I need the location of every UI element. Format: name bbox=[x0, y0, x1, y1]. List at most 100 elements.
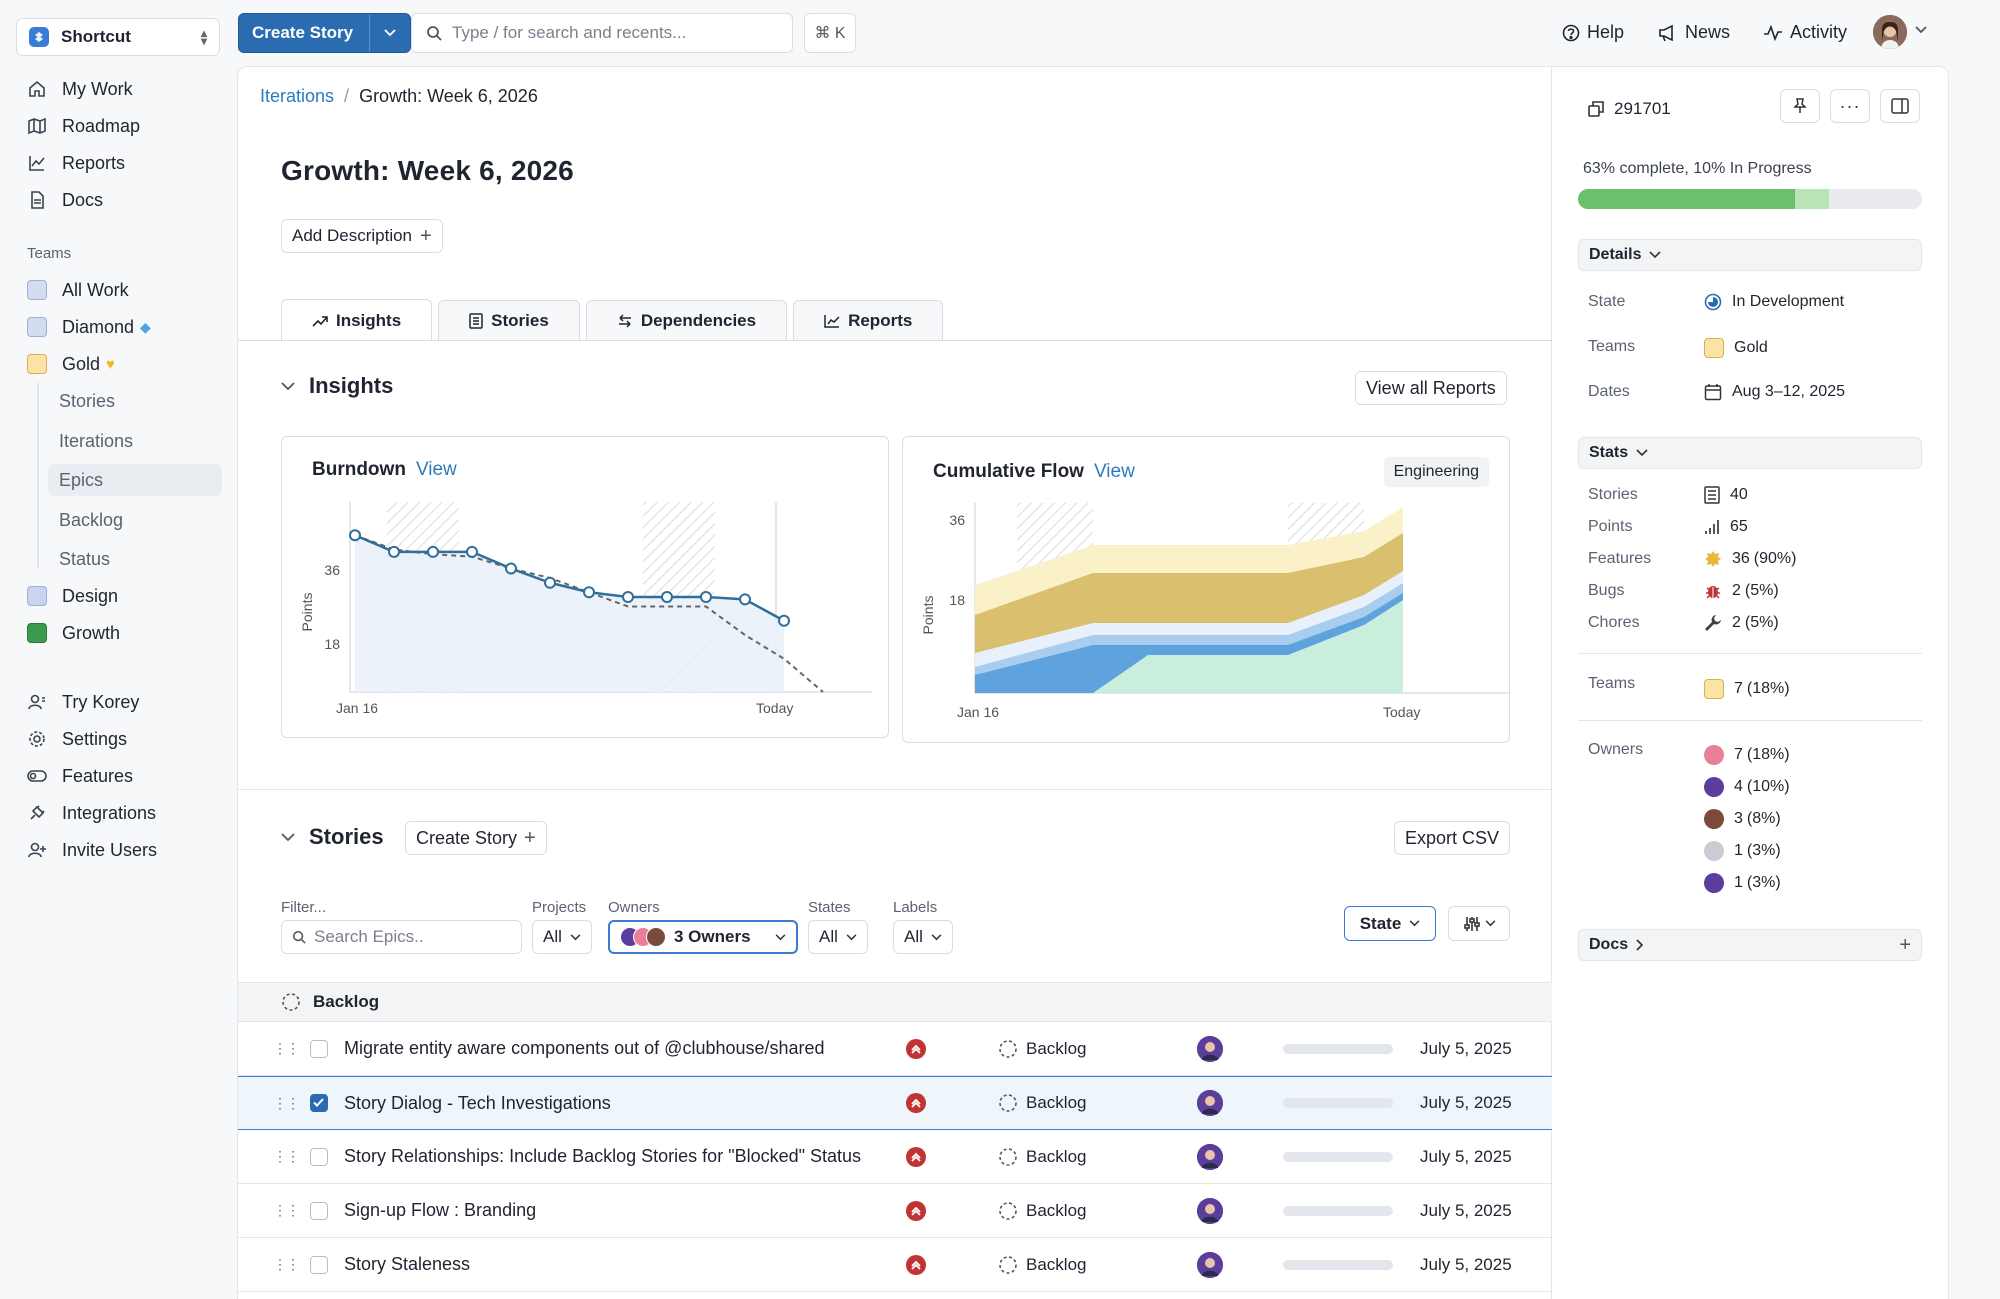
nav-try-korey[interactable]: Try Korey bbox=[16, 686, 222, 718]
search-epics-input[interactable]: Search Epics.. bbox=[281, 920, 522, 954]
stats-section-toggle[interactable]: Stats bbox=[1578, 437, 1922, 469]
story-row[interactable]: ⋮⋮ Story Relationships: Include Backlog S… bbox=[238, 1130, 1553, 1184]
nav-my-work[interactable]: My Work bbox=[16, 73, 222, 105]
owner-stat[interactable]: 1 (3%) bbox=[1704, 873, 1781, 893]
drag-handle-icon[interactable]: ⋮⋮ bbox=[273, 1040, 300, 1056]
avatar[interactable] bbox=[1197, 1143, 1223, 1170]
story-row[interactable]: ⋮⋮ Story Staleness Backlog July 5, 2025 bbox=[238, 1238, 1553, 1292]
nav-gold-stories[interactable]: Stories bbox=[16, 385, 222, 417]
activity-link[interactable]: Activity bbox=[1763, 22, 1847, 43]
nav-team-all-work[interactable]: All Work bbox=[16, 274, 222, 306]
more-options-button[interactable]: ··· bbox=[1830, 89, 1870, 123]
story-name[interactable]: Migrate entity aware components out of @… bbox=[344, 1038, 825, 1058]
toggle-panel-button[interactable] bbox=[1880, 89, 1920, 123]
burndown-point[interactable] bbox=[427, 545, 439, 558]
add-description-button[interactable]: Add Description + bbox=[281, 219, 443, 253]
burndown-point[interactable] bbox=[739, 593, 751, 606]
nav-gold-status[interactable]: Status bbox=[16, 543, 222, 575]
nav-gold-iterations[interactable]: Iterations bbox=[16, 425, 222, 457]
owner-stat[interactable]: 7 (18%) bbox=[1704, 745, 1790, 765]
nav-team-diamond[interactable]: Diamond ◆ bbox=[16, 311, 222, 343]
owner-stat[interactable]: 3 (8%) bbox=[1704, 809, 1781, 829]
avatar[interactable] bbox=[1197, 1251, 1223, 1278]
nav-gold-epics[interactable]: Epics bbox=[48, 464, 222, 496]
nav-team-design[interactable]: Design bbox=[16, 580, 222, 612]
details-section-toggle[interactable]: Details bbox=[1578, 239, 1922, 271]
insights-section-toggle[interactable]: Insights bbox=[281, 373, 393, 399]
news-link[interactable]: News bbox=[1658, 22, 1730, 43]
projects-filter-select[interactable]: All bbox=[532, 920, 592, 954]
docs-section-toggle[interactable]: Docs + bbox=[1578, 929, 1922, 961]
story-row[interactable]: ⋮⋮ Sign-up Flow : Branding Backlog July 5, … bbox=[238, 1184, 1553, 1238]
create-story-inline-button[interactable]: Create Story + bbox=[405, 821, 547, 855]
nav-team-growth[interactable]: Growth bbox=[16, 617, 222, 649]
nav-reports[interactable]: Reports bbox=[16, 147, 222, 179]
drag-handle-icon[interactable]: ⋮⋮ bbox=[273, 1256, 300, 1272]
user-avatar[interactable] bbox=[1873, 15, 1907, 49]
pin-button[interactable] bbox=[1780, 89, 1820, 123]
burndown-view-link[interactable]: View bbox=[415, 459, 457, 480]
burndown-point[interactable] bbox=[661, 591, 673, 603]
row-checkbox[interactable] bbox=[310, 1094, 328, 1112]
burndown-point[interactable] bbox=[388, 545, 400, 558]
row-checkbox[interactable] bbox=[310, 1201, 328, 1220]
stories-section-toggle[interactable]: Stories bbox=[281, 824, 384, 850]
group-by-select[interactable]: State bbox=[1344, 906, 1436, 941]
display-options-button[interactable] bbox=[1448, 906, 1510, 941]
story-state[interactable]: Backlog bbox=[998, 1093, 1086, 1113]
nav-invite-users[interactable]: Invite Users bbox=[16, 834, 222, 866]
story-name[interactable]: Story Relationships: Include Backlog Sto… bbox=[344, 1146, 862, 1166]
tab-insights[interactable]: Insights bbox=[281, 299, 433, 341]
owner-stat[interactable]: 1 (3%) bbox=[1704, 841, 1781, 861]
nav-docs[interactable]: Docs bbox=[16, 184, 222, 216]
burndown-point[interactable] bbox=[583, 586, 595, 599]
avatar[interactable] bbox=[1197, 1090, 1223, 1116]
row-checkbox[interactable] bbox=[310, 1147, 328, 1166]
nav-features[interactable]: Features bbox=[16, 760, 222, 792]
view-all-reports-button[interactable]: View all Reports bbox=[1355, 371, 1507, 405]
cumulative-flow-view-link[interactable]: View bbox=[1093, 461, 1135, 482]
owner-stat[interactable]: 4 (10%) bbox=[1704, 777, 1790, 797]
story-row[interactable]: ⋮⋮ Migrate entity aware components out of… bbox=[238, 1022, 1553, 1076]
burndown-point[interactable] bbox=[349, 529, 361, 542]
burndown-point[interactable] bbox=[778, 614, 790, 627]
group-header-backlog[interactable]: Backlog bbox=[238, 982, 1553, 1022]
avatar[interactable] bbox=[1197, 1035, 1223, 1062]
command-shortcut[interactable]: ⌘ K bbox=[804, 13, 856, 53]
story-state[interactable]: Backlog bbox=[998, 1039, 1086, 1059]
story-name[interactable]: Story Dialog - Tech Investigations bbox=[344, 1092, 611, 1113]
nav-roadmap[interactable]: Roadmap bbox=[16, 110, 222, 142]
nav-gold-backlog[interactable]: Backlog bbox=[16, 504, 222, 536]
teams-value[interactable]: Gold bbox=[1704, 338, 1768, 358]
owners-filter-select[interactable]: 3 Owners bbox=[608, 920, 798, 954]
row-checkbox[interactable] bbox=[310, 1255, 328, 1274]
story-state[interactable]: Backlog bbox=[998, 1201, 1086, 1221]
search-input[interactable]: Type / for search and recents... bbox=[411, 13, 793, 53]
drag-handle-icon[interactable]: ⋮⋮ bbox=[273, 1094, 300, 1111]
breadcrumb-iterations-link[interactable]: Iterations bbox=[260, 86, 335, 106]
copy-icon[interactable] bbox=[1588, 101, 1604, 117]
workspace-switcher[interactable]: Shortcut ▴ ▾ bbox=[16, 18, 220, 56]
chevron-down-icon[interactable] bbox=[370, 29, 410, 37]
burndown-point[interactable] bbox=[622, 591, 634, 603]
story-state[interactable]: Backlog bbox=[998, 1147, 1086, 1167]
export-csv-button[interactable]: Export CSV bbox=[1394, 821, 1511, 855]
nav-settings[interactable]: Settings bbox=[16, 723, 222, 755]
states-filter-select[interactable]: All bbox=[808, 920, 868, 954]
burndown-point[interactable] bbox=[466, 545, 478, 558]
burndown-point[interactable] bbox=[700, 591, 712, 603]
burndown-point[interactable] bbox=[544, 576, 556, 589]
burndown-point[interactable] bbox=[505, 562, 517, 575]
dates-value[interactable]: Aug 3–12, 2025 bbox=[1704, 383, 1845, 401]
create-story-button[interactable]: Create Story bbox=[238, 13, 412, 53]
chevron-down-icon[interactable] bbox=[1915, 26, 1927, 34]
state-value[interactable]: In Development bbox=[1704, 293, 1844, 311]
help-link[interactable]: Help bbox=[1562, 22, 1624, 43]
story-name[interactable]: Sign-up Flow : Branding bbox=[344, 1200, 537, 1220]
avatar[interactable] bbox=[1197, 1197, 1223, 1224]
story-name[interactable]: Story Staleness bbox=[344, 1254, 471, 1274]
story-row[interactable]: ⋮⋮ Story Dialog - Tech Investigations Back… bbox=[238, 1076, 1553, 1130]
add-doc-icon[interactable]: + bbox=[1899, 933, 1911, 956]
nav-integrations[interactable]: Integrations bbox=[16, 797, 222, 829]
tab-dependencies[interactable]: Dependencies bbox=[585, 300, 788, 340]
